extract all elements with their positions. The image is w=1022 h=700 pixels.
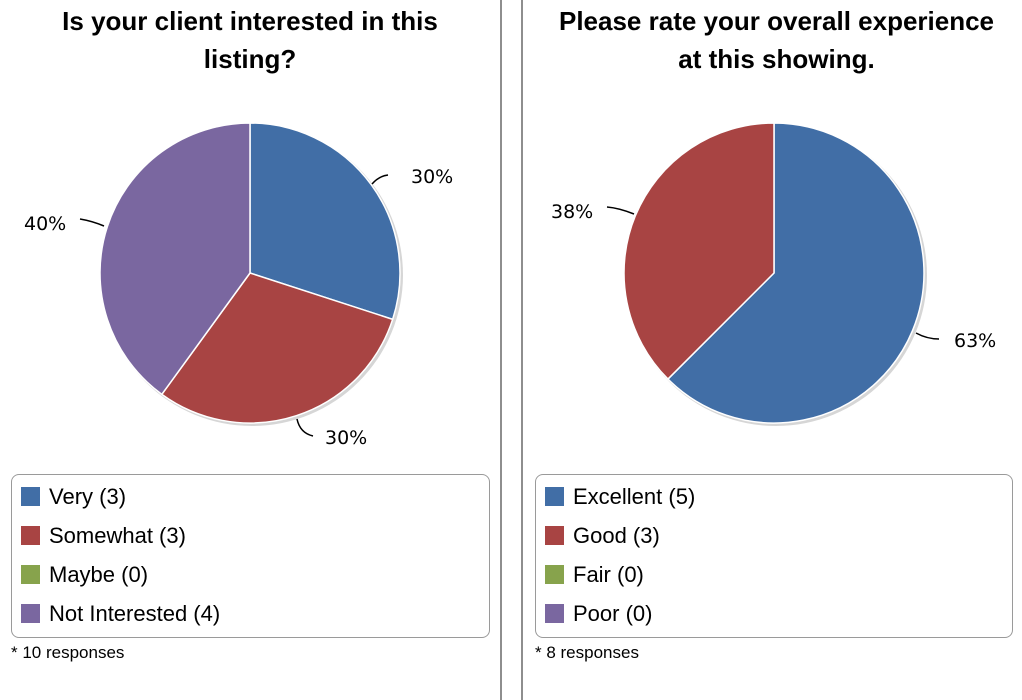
chart-title-interest: Is your client interested in this listin… bbox=[0, 2, 500, 78]
legend-swatch-red bbox=[545, 526, 564, 545]
legend-item-poor: Poor (0) bbox=[545, 602, 1012, 641]
panel-divider-right bbox=[521, 0, 523, 700]
legend-item-maybe: Maybe (0) bbox=[21, 563, 489, 602]
legend-label: Maybe (0) bbox=[49, 562, 149, 587]
response-count-experience: * 8 responses bbox=[535, 643, 639, 662]
leader-line-somewhat bbox=[296, 418, 314, 437]
legend-interest: Very (3) Somewhat (3) Maybe (0) Not Inte… bbox=[11, 474, 490, 638]
slice-label-excellent: 63% bbox=[954, 330, 996, 352]
chart-title-experience: Please rate your overall experience at t… bbox=[521, 2, 1022, 78]
legend-label: Very (3) bbox=[49, 484, 127, 509]
legend-label: Excellent (5) bbox=[573, 484, 696, 509]
pie-slice-somewhat bbox=[161, 272, 394, 424]
pie-slices bbox=[623, 122, 925, 424]
leader-line-excellent bbox=[915, 332, 940, 340]
legend-label: Good (3) bbox=[573, 523, 660, 548]
legend-item-excellent: Excellent (5) bbox=[545, 485, 1012, 524]
legend-label: Somewhat (3) bbox=[49, 523, 186, 548]
legend-item-somewhat: Somewhat (3) bbox=[21, 524, 489, 563]
pie-slice-not-interested bbox=[99, 122, 251, 396]
chart-title-line: listing? bbox=[203, 44, 297, 74]
pie-slice-good bbox=[623, 122, 775, 380]
pie-chart-interest: 30% 30% 40% bbox=[24, 122, 453, 449]
panel-divider-left bbox=[500, 0, 502, 700]
legend-item-very: Very (3) bbox=[21, 485, 489, 524]
legend-label: Poor (0) bbox=[573, 601, 653, 626]
legend-label: Fair (0) bbox=[573, 562, 644, 587]
pie-chart-experience: 63% 38% bbox=[551, 122, 996, 426]
leader-line-good bbox=[606, 206, 635, 215]
legend-swatch-green bbox=[545, 565, 564, 584]
legend-swatch-purple bbox=[545, 604, 564, 623]
slice-label-not-interested: 40% bbox=[24, 213, 66, 235]
legend-swatch-green bbox=[21, 565, 40, 584]
pie-slices bbox=[99, 122, 401, 424]
legend-item-not-interested: Not Interested (4) bbox=[21, 602, 489, 641]
response-count-interest: * 10 responses bbox=[11, 643, 125, 662]
legend-item-good: Good (3) bbox=[545, 524, 1012, 563]
leader-line-very bbox=[371, 174, 389, 185]
pie-slice-very bbox=[249, 122, 401, 321]
legend-experience: Excellent (5) Good (3) Fair (0) Poor (0) bbox=[535, 474, 1013, 638]
slice-label-very: 30% bbox=[411, 166, 453, 188]
legend-swatch-blue bbox=[21, 487, 40, 506]
slice-label-somewhat: 30% bbox=[325, 427, 367, 449]
legend-swatch-blue bbox=[545, 487, 564, 506]
legend-swatch-purple bbox=[21, 604, 40, 623]
chart-panel-experience: Please rate your overall experience at t… bbox=[523, 0, 1022, 700]
legend-swatch-red bbox=[21, 526, 40, 545]
chart-title-line: Is your client interested in this bbox=[62, 6, 438, 36]
legend-item-fair: Fair (0) bbox=[545, 563, 1012, 602]
chart-panel-interest: Is your client interested in this listin… bbox=[0, 0, 500, 700]
chart-title-line: at this showing. bbox=[678, 44, 875, 74]
chart-title-line: Please rate your overall experience bbox=[558, 6, 995, 36]
slice-label-good: 38% bbox=[551, 201, 593, 223]
pie-slice-excellent bbox=[667, 122, 925, 424]
leader-line-not-interested bbox=[79, 218, 105, 227]
legend-label: Not Interested (4) bbox=[49, 601, 221, 626]
